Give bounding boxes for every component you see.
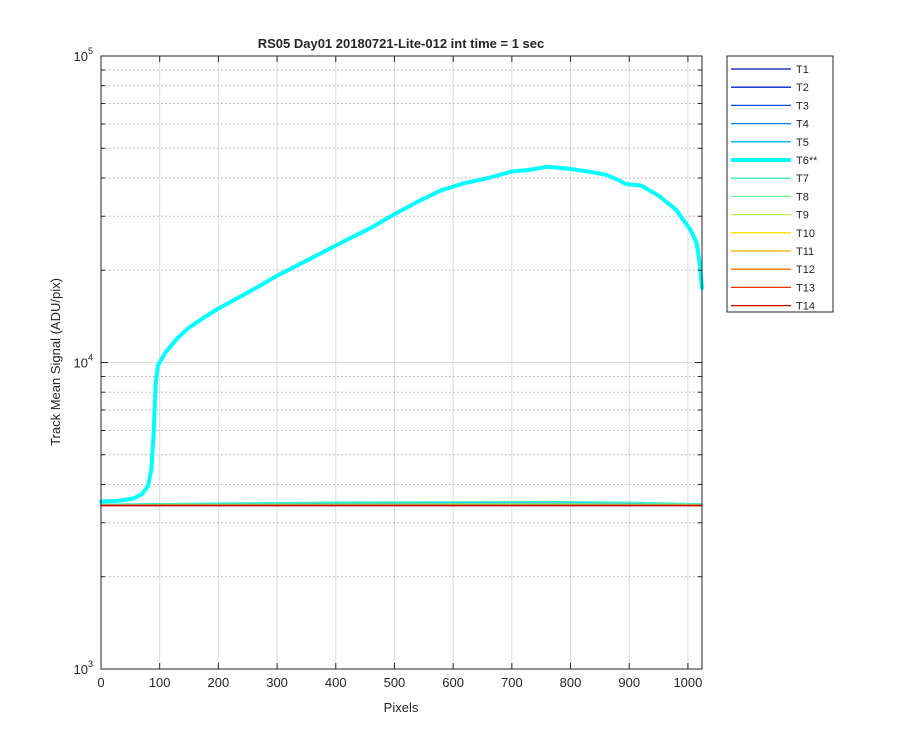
series-line-t8 [100,503,703,506]
legend-label: T4 [796,119,809,131]
x-tick-label: 900 [618,675,640,690]
legend: T1 T2 T3 T4 T5 T6** T7 T8 T9 T10 T11 T12 T13 T14 [726,55,834,313]
y-tick-label: 104 [74,353,93,371]
legend-label: T9 [796,210,809,222]
axis-ticks: 0 100 200 300 400 500 600 700 800 900 1000 103 104 10… [74,46,703,690]
y-tick-label: 105 [74,46,93,64]
x-tick-label: 700 [501,675,523,690]
x-tick-label: 800 [560,675,582,690]
legend-label: T1 [796,64,809,76]
series-line-t7 [100,500,703,505]
legend-label: T11 [796,246,814,258]
x-tick-label: 300 [266,675,288,690]
legend-label: T10 [796,228,815,240]
legend-label: T13 [796,282,815,294]
legend-box [726,55,834,313]
x-tick-label: 200 [208,675,230,690]
x-tick-label: 500 [384,675,406,690]
series-line-t6 [99,164,704,504]
grid [100,56,702,669]
x-tick-label: 0 [97,675,104,690]
legend-label: T14 [796,301,815,313]
legend-label: T3 [796,100,809,112]
x-tick-label: 400 [325,675,347,690]
legend-label: T8 [796,191,809,203]
y-axis-label: Track Mean Signal (ADU/pix) [48,278,63,446]
x-tick-label: 100 [149,675,171,690]
legend-label: T6** [796,155,818,167]
x-tick-label: 1000 [673,675,702,690]
x-axis-label: Pixels [384,700,419,715]
chart-title: RS05 Day01 20180721-Lite-012 int time = … [258,36,545,51]
legend-label: T7 [796,173,809,185]
x-tick-label: 600 [442,675,464,690]
y-tick-label: 103 [74,659,93,677]
legend-label: T12 [796,264,815,276]
legend-label: T2 [796,82,809,94]
series-lines [99,164,704,507]
legend-label: T5 [796,137,809,149]
